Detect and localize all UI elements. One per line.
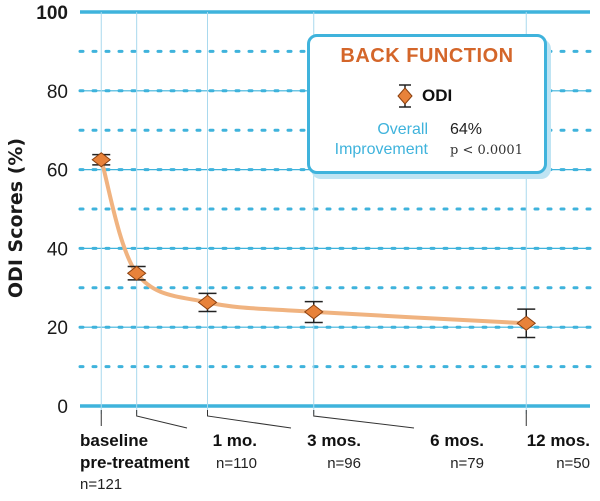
y-tick-0: 0: [57, 397, 68, 418]
x-tick-labels: baseline pre-treatment n=121 1 mo. n=110 3 mo…: [80, 410, 590, 493]
data-point-3: [303, 304, 324, 320]
y-tick-20: 20: [47, 318, 68, 339]
legend-entry-label: ODI: [422, 86, 453, 105]
y-tick-60: 60: [47, 161, 68, 182]
x-tick-label-1: 1 mo.: [213, 431, 257, 450]
y-tick-40: 40: [47, 239, 68, 260]
data-point-4: [516, 315, 537, 331]
legend: BACK FUNCTION ODI Overall Improvement 64…: [307, 34, 547, 174]
y-axis-label: ODI Scores (%): [5, 138, 27, 298]
series-line-0: [99, 157, 529, 326]
legend-stat-label-improvement: Improvement: [334, 141, 428, 158]
legend-title: BACK FUNCTION: [340, 45, 514, 67]
x-tick-label-4: 12 mos.: [527, 431, 590, 450]
x-n-label-4: n=50: [556, 455, 590, 472]
data-point-0: [91, 152, 112, 168]
data-point-2: [197, 294, 218, 311]
x-tick-label-3: 6 mos.: [430, 431, 484, 450]
legend-entry-odi: ODI: [394, 82, 452, 110]
series-odi: [91, 152, 537, 339]
x-tick-label-0-line2: pre-treatment: [80, 453, 190, 472]
x-leader-1: [136, 410, 188, 429]
y-tick-labels: 0 20 40 60 80 100: [36, 3, 68, 418]
x-n-label-0: n=121: [80, 476, 122, 493]
x-tick-label-2: 3 mos.: [307, 431, 361, 450]
legend-stat-value-p: p < 0.0001: [450, 143, 523, 158]
x-n-label-2: n=96: [327, 455, 361, 472]
y-tick-100: 100: [36, 3, 68, 24]
legend-stat-value-percent: 64%: [450, 121, 483, 138]
data-point-1: [126, 265, 147, 281]
x-n-label-3: n=79: [450, 455, 484, 472]
x-leader-2: [207, 410, 292, 429]
x-tick-label-0: baseline: [80, 431, 148, 450]
error-bar-marker-icon: [397, 84, 413, 108]
x-n-label-1: n=110: [216, 455, 257, 472]
y-tick-80: 80: [47, 82, 68, 103]
x-leader-3: [313, 410, 415, 429]
legend-stat-label-overall: Overall: [377, 121, 428, 138]
